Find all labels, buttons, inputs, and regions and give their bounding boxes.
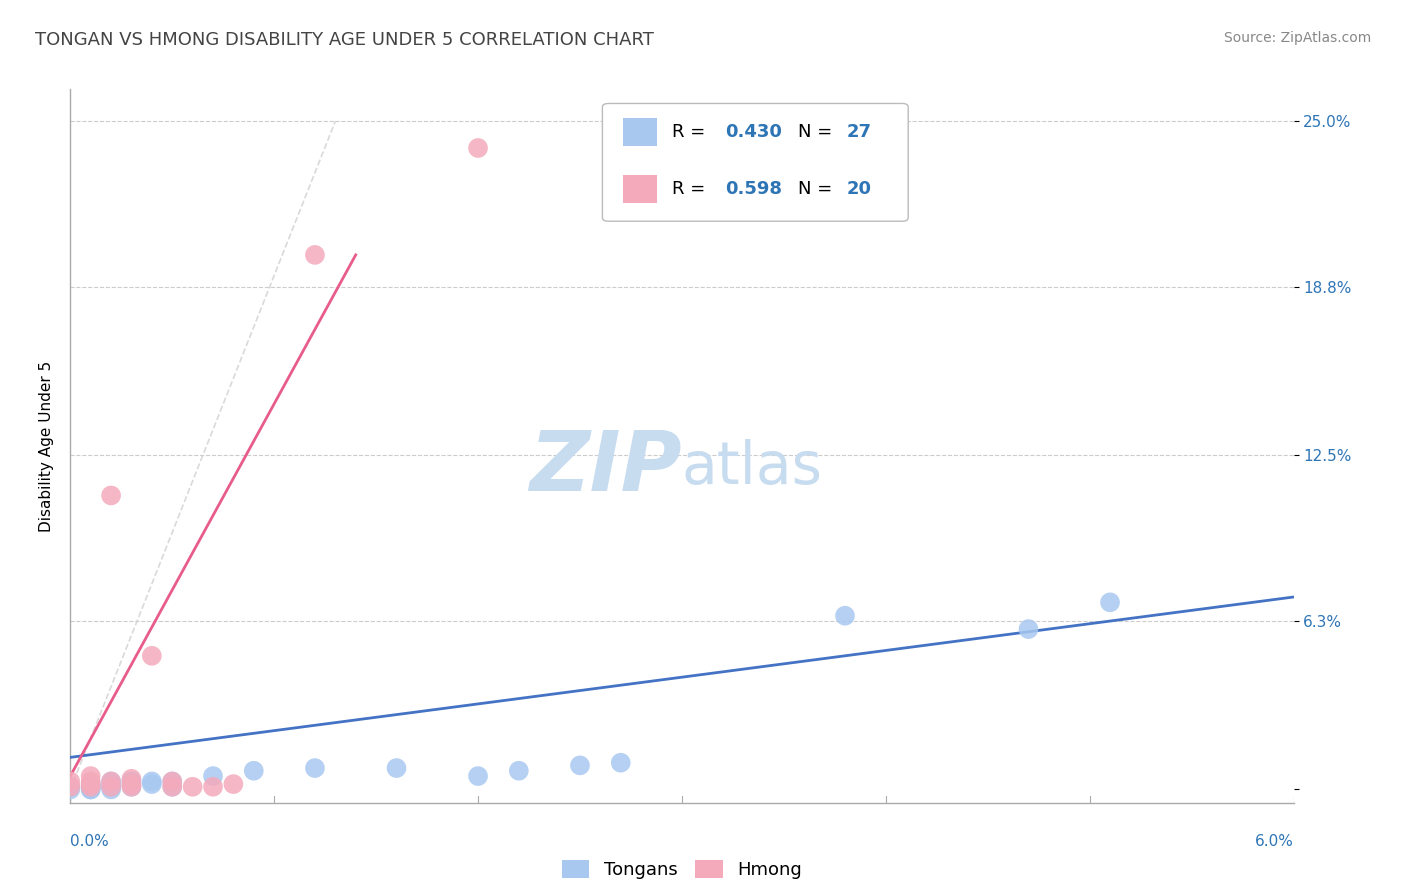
FancyBboxPatch shape (623, 176, 658, 203)
Point (121, 772, 143, 786)
Text: R =: R = (672, 123, 711, 141)
Point (79, 777, 103, 791)
Legend: Tongans, Hmong: Tongans, Hmong (555, 853, 808, 887)
Point (79, 782, 103, 797)
Text: R =: R = (672, 180, 711, 198)
Point (100, 774, 122, 789)
Point (100, 780, 122, 794)
Point (834, 608, 856, 623)
FancyBboxPatch shape (623, 119, 658, 146)
Point (202, 769, 225, 783)
Point (385, 761, 408, 775)
Point (467, 141, 489, 155)
Point (59, 774, 82, 789)
Point (100, 782, 122, 797)
Point (100, 488, 122, 502)
Point (304, 761, 326, 775)
Point (569, 758, 592, 772)
Point (222, 777, 245, 791)
Point (121, 777, 143, 791)
Text: N =: N = (799, 180, 838, 198)
Text: ZIP: ZIP (529, 427, 682, 508)
Text: 6.0%: 6.0% (1254, 834, 1294, 849)
Point (243, 764, 266, 778)
Point (181, 780, 204, 794)
Point (59, 780, 82, 794)
Point (79, 780, 103, 794)
Point (304, 248, 326, 262)
Point (508, 764, 530, 778)
Point (121, 780, 143, 794)
Point (121, 777, 143, 791)
Point (162, 774, 183, 789)
Point (141, 648, 163, 663)
Point (141, 774, 163, 789)
Text: 0.0%: 0.0% (70, 834, 110, 849)
Point (1099, 595, 1122, 609)
Point (59, 780, 82, 794)
Point (121, 774, 143, 789)
Point (100, 774, 122, 789)
Text: TONGAN VS HMONG DISABILITY AGE UNDER 5 CORRELATION CHART: TONGAN VS HMONG DISABILITY AGE UNDER 5 C… (35, 31, 654, 49)
Point (162, 774, 183, 789)
Point (1018, 622, 1040, 636)
Point (162, 780, 183, 794)
Point (59, 782, 82, 797)
Point (79, 780, 103, 794)
Point (79, 782, 103, 797)
Point (100, 780, 122, 794)
Point (467, 769, 489, 783)
FancyBboxPatch shape (602, 103, 908, 221)
Point (121, 780, 143, 794)
Point (121, 774, 143, 789)
Text: atlas: atlas (682, 439, 823, 496)
Point (141, 777, 163, 791)
Y-axis label: Disability Age Under 5: Disability Age Under 5 (38, 360, 53, 532)
Point (610, 756, 633, 770)
Point (79, 780, 103, 794)
Text: 27: 27 (846, 123, 872, 141)
Text: N =: N = (799, 123, 838, 141)
Point (79, 769, 103, 783)
Point (79, 774, 103, 789)
Point (162, 780, 183, 794)
Text: 0.430: 0.430 (724, 123, 782, 141)
Point (79, 777, 103, 791)
Point (202, 780, 225, 794)
Text: 0.598: 0.598 (724, 180, 782, 198)
Point (79, 777, 103, 791)
Text: Source: ZipAtlas.com: Source: ZipAtlas.com (1223, 31, 1371, 45)
Point (100, 780, 122, 794)
Text: 20: 20 (846, 180, 872, 198)
Point (100, 777, 122, 791)
